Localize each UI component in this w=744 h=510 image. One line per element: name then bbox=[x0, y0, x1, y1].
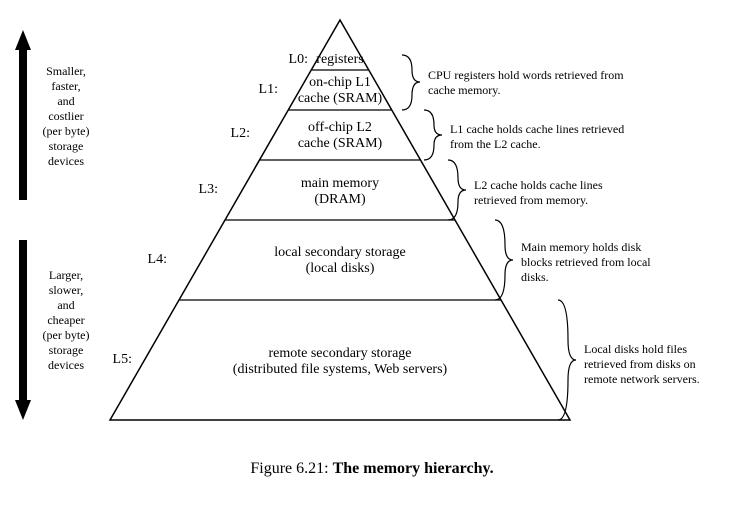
level-label-5: L5: bbox=[92, 352, 132, 368]
bottom-arrow bbox=[15, 240, 31, 420]
diagram-stage: L0: L1: L2: L3: L4: L5: registers on-chi… bbox=[0, 0, 744, 510]
level-text-5: remote secondary storage (distributed fi… bbox=[150, 346, 530, 378]
side-text-top: Smaller, faster, and costlier (per byte)… bbox=[36, 64, 96, 169]
annotation-1: L1 cache holds cache lines retrieved fro… bbox=[450, 122, 670, 152]
figure-caption: Figure 6.21: The memory hierarchy. bbox=[0, 460, 744, 478]
level-text-2: off-chip L2 cache (SRAM) bbox=[260, 120, 420, 152]
level-text-0: registers bbox=[300, 52, 380, 68]
annotation-4: Local disks hold files retrieved from di… bbox=[584, 342, 744, 387]
caption-label: Figure 6.21: bbox=[250, 460, 328, 477]
caption-title: The memory hierarchy. bbox=[333, 460, 494, 477]
annotation-3: Main memory holds disk blocks retrieved … bbox=[521, 240, 711, 285]
annotation-2: L2 cache holds cache lines retrieved fro… bbox=[474, 178, 684, 208]
level-label-2: L2: bbox=[210, 126, 250, 142]
level-text-3: main memory (DRAM) bbox=[235, 176, 445, 208]
annotation-0: CPU registers hold words retrieved from … bbox=[428, 68, 658, 98]
level-label-3: L3: bbox=[178, 182, 218, 198]
level-label-1: L1: bbox=[238, 82, 278, 98]
level-text-1: on-chip L1 cache (SRAM) bbox=[280, 75, 400, 107]
top-arrow bbox=[15, 30, 31, 200]
level-text-4: local secondary storage (local disks) bbox=[190, 245, 490, 277]
side-text-bottom: Larger, slower, and cheaper (per byte) s… bbox=[36, 268, 96, 373]
level-label-4: L4: bbox=[127, 252, 167, 268]
